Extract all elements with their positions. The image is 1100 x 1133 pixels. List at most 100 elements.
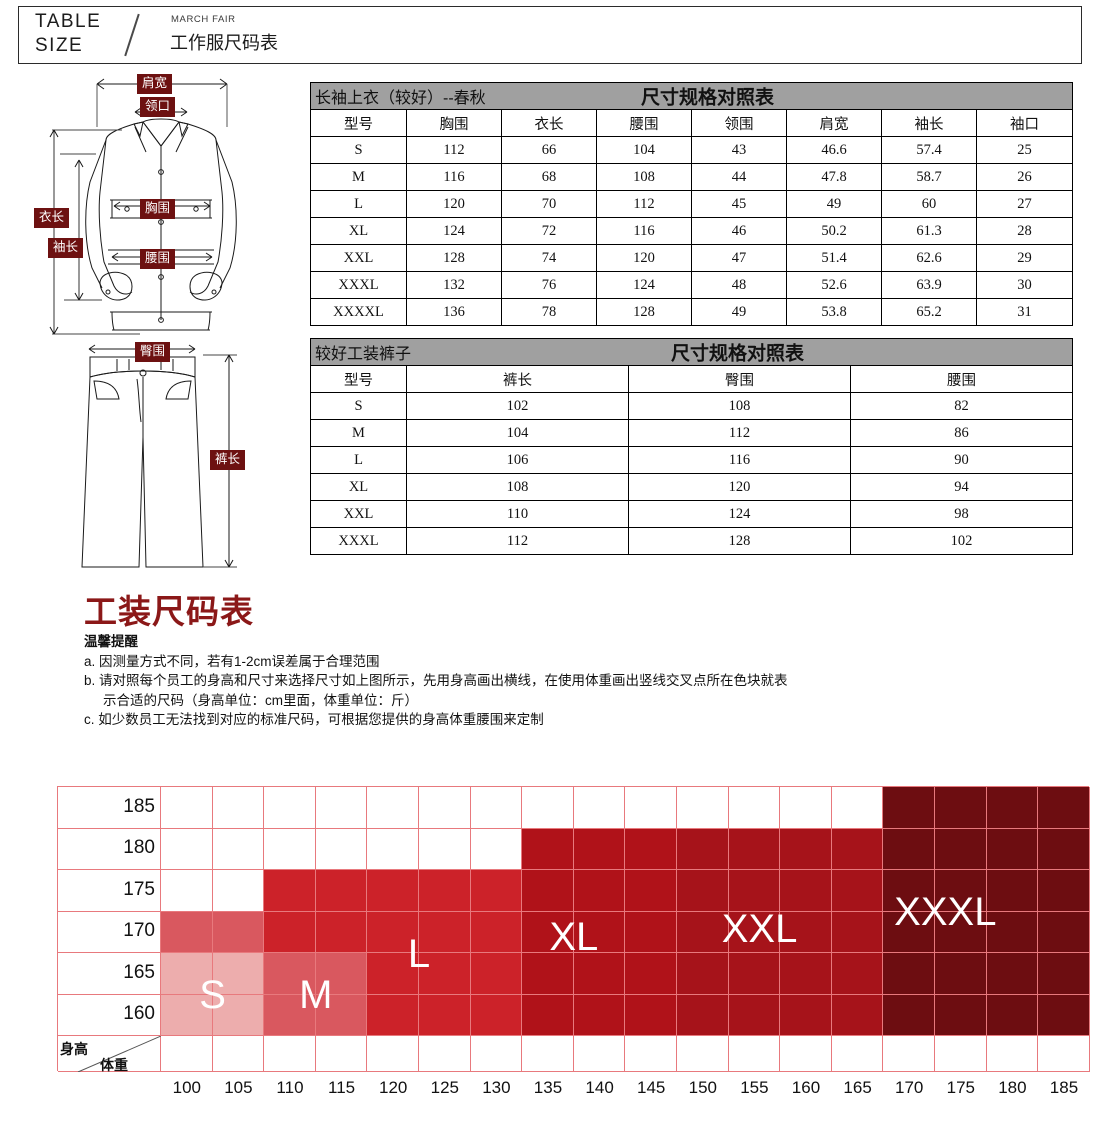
cell: 27: [976, 190, 1073, 218]
cell: 47.8: [786, 163, 882, 191]
cell: 110: [406, 500, 629, 528]
cell: 116: [406, 163, 502, 191]
table-row: XL 108 120 94: [310, 473, 1073, 501]
matrix-cell: [677, 953, 729, 995]
matrix-cell: [522, 994, 574, 1036]
cell: 120: [628, 473, 851, 501]
matrix-cell: [470, 870, 523, 912]
note-a: a. 因测量方式不同，若有1-2cm误差属于合理范围: [84, 653, 380, 669]
matrix-cell: [212, 828, 265, 870]
matrix-cell: [212, 994, 265, 1036]
cell: 60: [881, 190, 977, 218]
matrix-axis-cell: [728, 1036, 781, 1072]
y-axis-tick-label: 160: [123, 1003, 155, 1025]
cell: 66: [501, 136, 597, 164]
cell: XXL: [310, 500, 407, 528]
cell: 108: [628, 392, 851, 420]
note-b-line2: 示合适的尺码（身高单位：cm里面，体重单位：斤）: [103, 692, 418, 708]
matrix-cell: [470, 994, 523, 1036]
matrix-axis-cell: [470, 1036, 523, 1072]
matrix-cell: [470, 828, 523, 870]
matrix-block-xxl: [677, 828, 884, 1036]
cell: 52.6: [786, 271, 882, 299]
matrix-cell: [367, 870, 419, 912]
cell: 104: [406, 419, 629, 447]
matrix-cell: [573, 953, 626, 995]
brand-name-en: MARCH FAIR: [171, 14, 236, 25]
header-banner: TABLE SIZE MARCH FAIR 工作服尺码表: [18, 6, 1082, 64]
table-row: XXL 128 74 120 47 51.4 62.6 29: [310, 244, 1073, 272]
x-axis-tick-label: 115: [328, 1078, 356, 1097]
cell: 57.4: [881, 136, 977, 164]
matrix-cell: [780, 870, 832, 912]
matrix-block-l: [367, 870, 523, 1036]
matrix-cell: [161, 828, 213, 870]
matrix-cell: [264, 911, 316, 953]
notes-heading: 温馨提醒: [84, 634, 138, 649]
x-axis-tick-label: 105: [224, 1078, 253, 1097]
matrix-cell: [883, 870, 935, 912]
matrix-cell: [831, 994, 884, 1036]
matrix-cell: [831, 911, 884, 953]
matrix-cell: [831, 953, 884, 995]
cell: 104: [596, 136, 692, 164]
pants-col-header: 臀围: [628, 365, 851, 393]
header-slash-divider: [124, 13, 140, 57]
matrix-cell: [625, 870, 677, 912]
matrix-cell: [161, 911, 213, 953]
jacket-band-center-label: 尺寸规格对照表: [641, 87, 775, 109]
axis-corner-diagonal: [77, 1036, 161, 1072]
matrix-cell: [935, 787, 987, 829]
matrix-cell: [1038, 911, 1090, 953]
tag-shoulder-width: 肩宽: [137, 74, 173, 94]
x-axis-tick-label: 145: [637, 1078, 666, 1097]
axis-label-height: 身高: [60, 1041, 88, 1057]
matrix-cell: [935, 953, 987, 995]
pants-table-band: 较好工装裤子 尺寸规格对照表: [310, 338, 1073, 366]
cell: 43: [691, 136, 787, 164]
x-axis-tick-label: 185: [1049, 1078, 1079, 1097]
table-row: S 102 108 82: [310, 392, 1073, 420]
matrix-cell: [1038, 994, 1090, 1036]
matrix-cell: [315, 870, 368, 912]
matrix-cell: [1038, 787, 1090, 829]
x-axis-tick-label: 180: [998, 1078, 1027, 1097]
matrix-cell: [264, 870, 316, 912]
matrix-cell: [986, 911, 1039, 953]
matrix-cell: [367, 994, 419, 1036]
matrix-cell: [625, 828, 677, 870]
y-axis-tick-label: 175: [123, 878, 155, 900]
cell: 128: [628, 527, 851, 555]
matrix-cell: [780, 911, 832, 953]
cell: XXL: [310, 244, 407, 272]
matrix-cell: [212, 911, 265, 953]
x-axis-tick-label: 110: [276, 1078, 304, 1097]
cell: S: [310, 392, 407, 420]
matrix-cell: [780, 953, 832, 995]
jacket-col-header: 胸围: [406, 109, 502, 137]
cell: 128: [406, 244, 502, 272]
cell: 116: [596, 217, 692, 245]
x-axis-tick-label: 170: [895, 1078, 924, 1097]
matrix-axis-cell: [212, 1036, 265, 1072]
cell: 120: [596, 244, 692, 272]
cell: 48: [691, 271, 787, 299]
cell: 72: [501, 217, 597, 245]
cell: 94: [850, 473, 1073, 501]
matrix-cell: [935, 828, 987, 870]
matrix-cell: [419, 911, 471, 953]
cell: 112: [628, 419, 851, 447]
matrix-cell: [315, 911, 368, 953]
matrix-cell: [935, 870, 987, 912]
matrix-cell: [161, 870, 213, 912]
matrix-block-xl: [522, 828, 677, 1036]
cell: 62.6: [881, 244, 977, 272]
matrix-cell: [367, 911, 419, 953]
matrix-cell: [883, 911, 935, 953]
jacket-table-header-row: 型号 胸围 衣长 腰围 领围 肩宽 袖长 袖口: [310, 109, 1073, 137]
jacket-col-header: 袖长: [881, 109, 977, 137]
tag-waist: 腰围: [140, 249, 176, 269]
cell: XXXXL: [310, 298, 407, 326]
matrix-cell: [58, 953, 161, 995]
matrix-axis-cell: [935, 1036, 987, 1072]
